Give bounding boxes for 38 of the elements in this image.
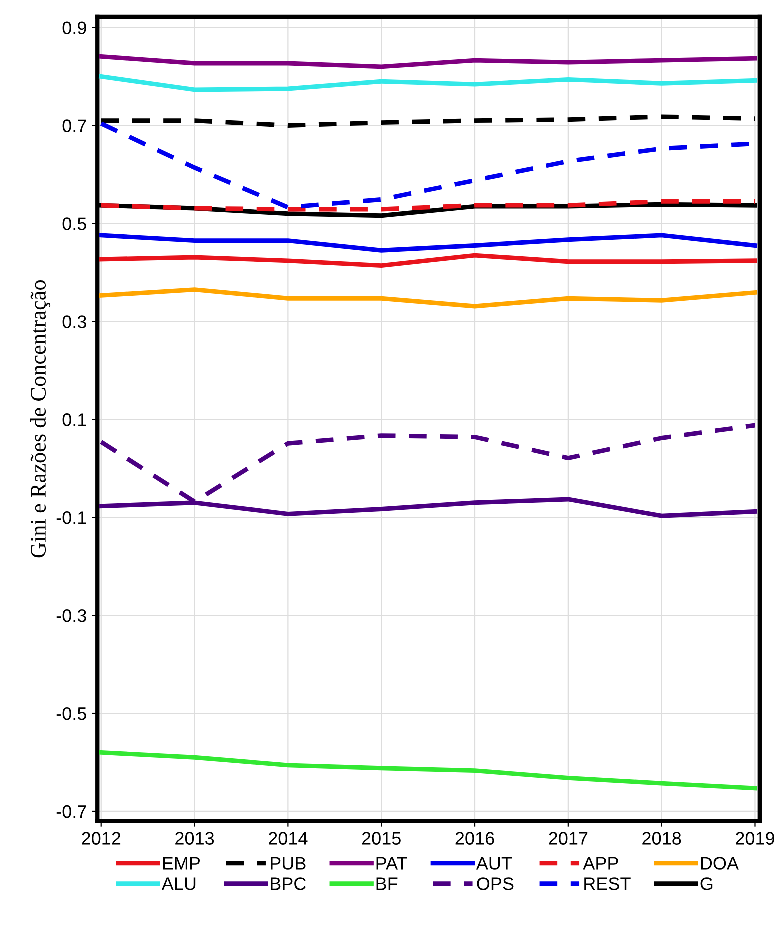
y-tick-label: 0.9: [62, 22, 86, 34]
line-series: [99, 54, 758, 70]
y-tick-label: 0.1: [62, 414, 86, 426]
line-series: [99, 253, 758, 268]
x-tick-label: 2017: [549, 832, 588, 845]
line-series: [99, 199, 758, 212]
x-tick-label: 2014: [269, 832, 308, 845]
x-tick-label: 2018: [642, 832, 682, 845]
legend-label: AUT: [476, 857, 512, 870]
line-series: [99, 114, 758, 128]
legend-label: DOA: [701, 857, 739, 870]
y-tick-label: -0.3: [56, 609, 86, 622]
y-tick-label: -0.5: [56, 707, 86, 720]
legend-label: ALU: [162, 878, 196, 890]
x-tick-label: 2012: [82, 832, 121, 845]
legend-label: BPC: [271, 878, 306, 890]
legend-label: BF: [376, 878, 398, 890]
y-axis-title: Gini e Razões de Concentração: [30, 280, 51, 558]
line-series: [99, 74, 758, 92]
x-tick-label: 2013: [176, 832, 214, 845]
y-tick-label: 0.7: [62, 120, 86, 132]
legend-label: PAT: [376, 857, 408, 870]
legend-label: REST: [584, 878, 631, 890]
line-series: [99, 288, 758, 309]
y-tick-label: 0.5: [62, 218, 86, 230]
legend-label: EMP: [163, 857, 200, 870]
y-tick-label: 0.3: [62, 316, 86, 328]
line-series: [99, 750, 758, 791]
x-tick-label: 2019: [736, 832, 774, 845]
line-series: [99, 233, 758, 253]
legend-label: APP: [583, 857, 618, 870]
x-tick-label: 2015: [362, 832, 401, 845]
y-tick-label: -0.7: [56, 805, 86, 818]
legend-label: G: [700, 878, 713, 890]
y-tick-label: -0.1: [56, 512, 86, 524]
x-tick-label: 2016: [456, 832, 494, 845]
legend-label: OPS: [477, 878, 514, 890]
legend-label: PUB: [271, 857, 306, 870]
